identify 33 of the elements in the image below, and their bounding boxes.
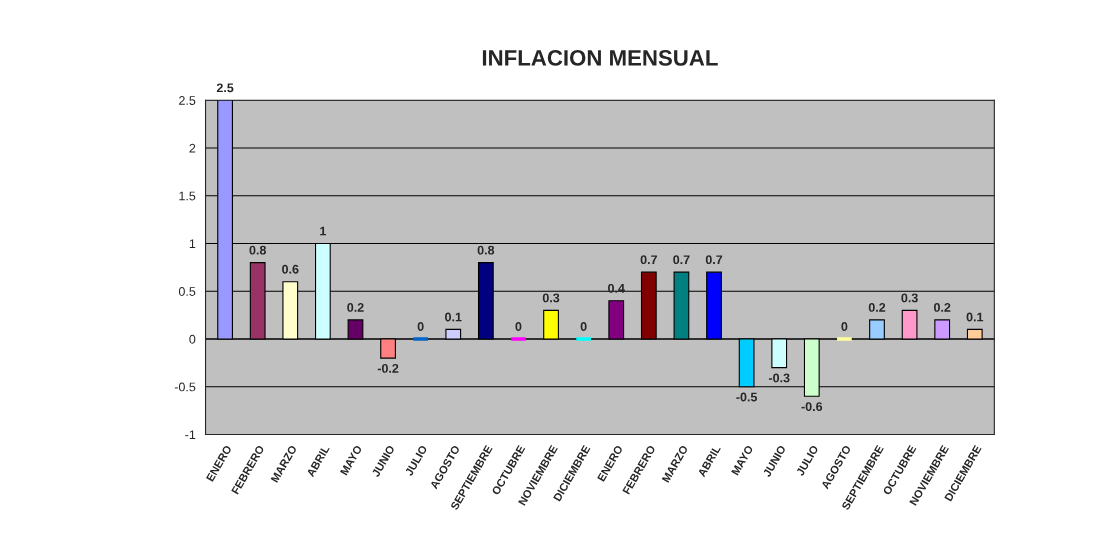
- data-label: 0: [417, 322, 424, 331]
- data-label: -0.6: [801, 402, 823, 411]
- data-label: 0.3: [901, 293, 918, 303]
- data-label: 0.1: [445, 312, 462, 322]
- data-label: 0.8: [249, 245, 266, 255]
- y-tick-label: 2: [189, 143, 196, 153]
- y-tick-label: 1.5: [179, 191, 196, 201]
- data-label: -0.5: [736, 392, 758, 402]
- data-label: -0.2: [377, 363, 399, 373]
- data-label: 1: [320, 226, 327, 236]
- data-label: 0.4: [608, 283, 625, 293]
- data-label: 0.7: [640, 255, 657, 265]
- data-label: 0.2: [934, 303, 951, 312]
- data-label: 0.7: [673, 255, 690, 265]
- y-tick-label: 0: [189, 334, 196, 344]
- data-label: 0.2: [347, 303, 364, 312]
- data-label: 0: [515, 322, 522, 331]
- y-tick-label: 2.5: [179, 96, 196, 105]
- y-tick-label: 0.5: [178, 287, 196, 296]
- data-label: 0.2: [868, 303, 886, 312]
- chart-title: INFLACION MENSUAL: [482, 50, 718, 66]
- y-tick-label: 1: [189, 239, 196, 249]
- y-tick-label: -0.5: [174, 382, 196, 392]
- data-label: 0.6: [282, 264, 299, 274]
- data-label: 0.1: [966, 312, 984, 322]
- data-label: 0: [580, 322, 587, 331]
- data-label: 0.8: [477, 245, 495, 255]
- data-label: 2.5: [216, 83, 234, 93]
- y-tick-label: -1: [185, 430, 196, 439]
- data-label: 0.7: [705, 255, 723, 265]
- data-label: -0.3: [768, 373, 790, 383]
- data-label: 0: [841, 322, 848, 331]
- data-label: 0.3: [542, 293, 560, 303]
